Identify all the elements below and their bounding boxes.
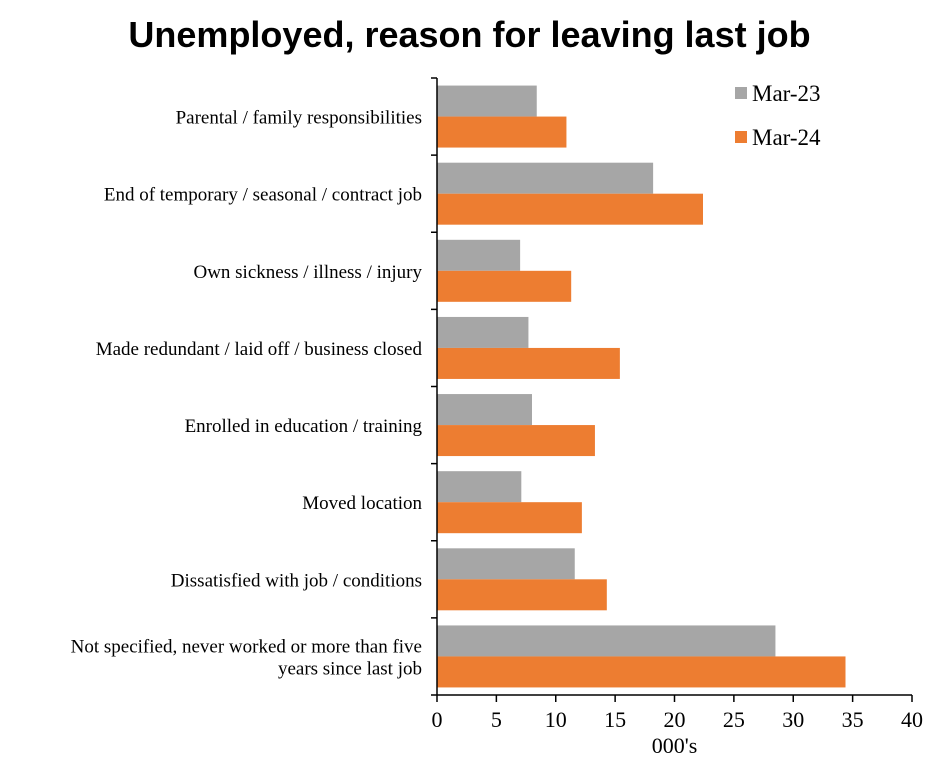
legend-swatch-mar-23	[735, 87, 747, 99]
x-tick-label: 5	[491, 707, 502, 732]
bar-mar-24-5	[437, 425, 595, 457]
x-tick-label: 0	[432, 707, 443, 732]
legend: Mar-23 Mar-24	[735, 81, 821, 150]
category-label: Own sickness / illness / injury	[193, 262, 422, 283]
bar-mar-23-5	[437, 394, 532, 426]
legend-label-mar-23: Mar-23	[752, 81, 821, 106]
category-label: Made redundant / laid off / business clo…	[96, 339, 423, 360]
bar-mar-23-1	[437, 85, 537, 117]
x-tick-labels: 0 5 10 15 20 25 30 35 40	[432, 707, 924, 732]
x-tick-label: 20	[664, 707, 686, 732]
category-label: End of temporary / seasonal / contract j…	[104, 185, 422, 206]
category-label: Moved location	[302, 493, 422, 514]
x-tick-label: 10	[545, 707, 567, 732]
bar-mar-24-6	[437, 502, 582, 534]
bar-mar-23-3	[437, 239, 521, 271]
bar-mar-24-1	[437, 116, 567, 148]
legend-swatch-mar-24	[735, 131, 747, 143]
x-tick-label: 35	[842, 707, 864, 732]
x-tick-label: 15	[604, 707, 626, 732]
bar-mar-23-2	[437, 162, 654, 194]
bar-mar-24-3	[437, 270, 572, 302]
bar-mar-24-8	[437, 656, 846, 688]
bar-mar-24-7	[437, 579, 607, 611]
x-axis-title: 000's	[652, 733, 698, 758]
chart-title: Unemployed, reason for leaving last job	[128, 14, 811, 55]
bar-mar-23-7	[437, 548, 575, 580]
category-label: Parental / family responsibilities	[176, 108, 422, 129]
category-label: Enrolled in education / training	[185, 416, 423, 437]
category-labels: Parental / family responsibilities End of…	[71, 108, 423, 680]
axes-group	[431, 77, 913, 702]
bar-mar-23-6	[437, 471, 522, 503]
bars-group	[437, 85, 846, 688]
x-tick-label: 40	[901, 707, 923, 732]
legend-label-mar-24: Mar-24	[752, 125, 821, 150]
bar-mar-23-4	[437, 316, 529, 348]
category-label: Dissatisfied with job / conditions	[171, 570, 422, 591]
bar-mar-24-4	[437, 347, 620, 379]
bar-mar-23-8	[437, 625, 776, 657]
x-tick-label: 25	[723, 707, 745, 732]
category-label: Not specified, never worked or more than…	[71, 636, 422, 679]
x-tick-label: 30	[782, 707, 804, 732]
bar-mar-24-2	[437, 193, 703, 225]
